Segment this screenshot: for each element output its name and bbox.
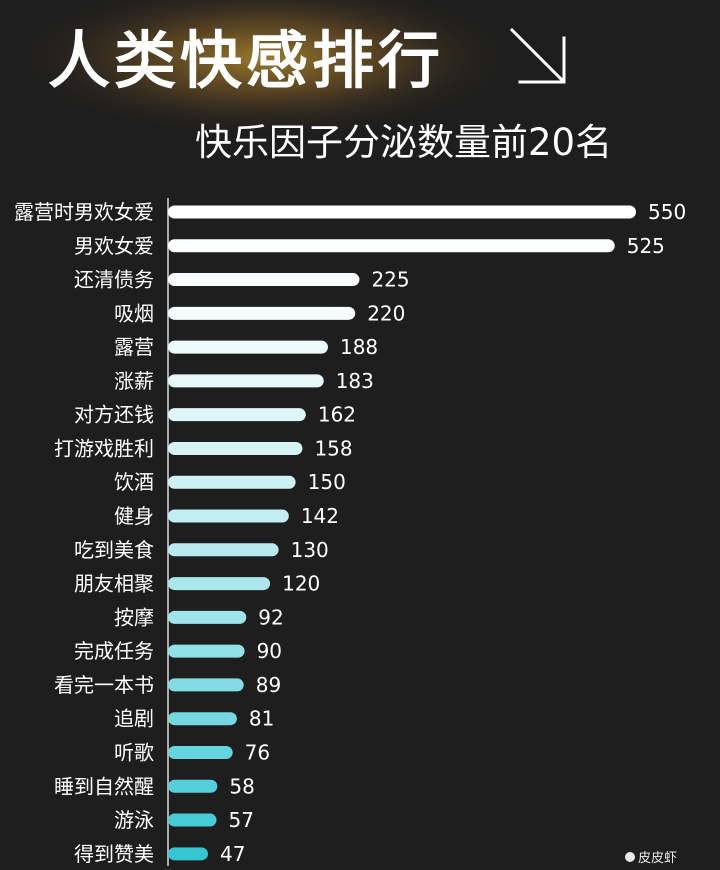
- bar: [168, 340, 328, 354]
- category-label: 涨薪: [114, 369, 154, 393]
- value-label: 81: [249, 707, 274, 731]
- category-label: 男欢女爱: [74, 234, 154, 258]
- bars-layer: 露营时男欢女爱 550 男欢女爱 525 还清债务 225 吸烟 220 露营 188 涨薪 183 对…: [14, 200, 686, 866]
- bar: [168, 273, 360, 287]
- category-label: 睡到自然醒: [54, 774, 154, 798]
- bar: [168, 847, 208, 861]
- value-label: 92: [258, 605, 283, 629]
- value-label: 158: [314, 436, 352, 460]
- category-label: 游泳: [114, 808, 154, 832]
- bar-row: 露营时男欢女爱 550: [14, 200, 686, 224]
- bar: [168, 239, 615, 253]
- value-label: 525: [627, 234, 665, 258]
- chart-title: 人类快感排行: [48, 24, 444, 97]
- title-glow: [5, 0, 525, 140]
- bar-row: 涨薪 183: [114, 369, 374, 393]
- category-label: 按摩: [114, 605, 154, 629]
- bar: [168, 610, 247, 624]
- bar: [168, 441, 303, 455]
- bar-row: 对方还钱 162: [74, 403, 356, 427]
- bar: [168, 577, 271, 591]
- bar: [168, 374, 324, 388]
- bar-row: 睡到自然醒 58: [54, 774, 255, 798]
- value-label: 120: [282, 572, 320, 596]
- bar-row: 健身 142: [114, 504, 339, 528]
- value-label: 162: [318, 403, 356, 427]
- bar-row: 还清债务 225: [74, 268, 410, 292]
- bar-row: 男欢女爱 525: [74, 234, 665, 258]
- bar: [168, 813, 217, 827]
- value-label: 58: [229, 774, 254, 798]
- bar: [168, 205, 636, 219]
- category-label: 吸烟: [114, 301, 154, 325]
- value-label: 89: [256, 673, 281, 697]
- bar: [168, 543, 279, 557]
- watermark-text: 皮皮虾: [638, 851, 677, 866]
- bar-row: 朋友相聚 120: [74, 572, 320, 596]
- value-label: 188: [340, 335, 378, 359]
- bar-row: 追剧 81: [114, 707, 274, 731]
- category-label: 还清债务: [74, 268, 154, 292]
- category-label: 露营: [114, 335, 154, 359]
- category-label: 打游戏胜利: [54, 436, 154, 460]
- category-label: 吃到美食: [74, 538, 154, 562]
- bar-row: 打游戏胜利 158: [54, 436, 353, 460]
- category-label: 饮酒: [114, 470, 154, 494]
- value-label: 47: [220, 842, 245, 866]
- bar: [168, 475, 296, 489]
- category-label: 露营时男欢女爱: [14, 200, 154, 224]
- value-label: 183: [336, 369, 374, 393]
- bar-row: 吃到美食 130: [74, 538, 329, 562]
- bar-row: 得到赞美 47: [74, 842, 245, 866]
- watermark: 皮皮虾: [625, 851, 677, 866]
- bar-row: 露营 188: [114, 335, 378, 359]
- watermark-logo-icon: [625, 852, 635, 862]
- category-label: 健身: [114, 504, 154, 528]
- value-label: 90: [257, 639, 282, 663]
- bar-row: 完成任务 90: [74, 639, 282, 663]
- bar-row: 看完一本书 89: [54, 673, 281, 697]
- bar: [168, 779, 218, 793]
- bar-row: 游泳 57: [114, 808, 254, 832]
- bar-row: 听歌 76: [114, 740, 270, 764]
- chart-subtitle: 快乐因子分泌数量前20名: [195, 121, 612, 164]
- bar: [168, 644, 245, 658]
- category-label: 朋友相聚: [74, 572, 154, 596]
- bar-row: 按摩 92: [114, 605, 284, 629]
- bar: [168, 306, 356, 320]
- value-label: 130: [291, 538, 329, 562]
- arrow-down-right-icon: [509, 27, 566, 84]
- bar: [168, 678, 244, 692]
- category-label: 听歌: [114, 740, 154, 764]
- bar: [168, 712, 237, 726]
- bar-row: 饮酒 150: [114, 470, 346, 494]
- bar-row: 吸烟 220: [114, 301, 405, 325]
- value-label: 142: [301, 504, 339, 528]
- value-label: 550: [648, 200, 686, 224]
- bar: [168, 745, 233, 759]
- category-label: 完成任务: [74, 639, 154, 663]
- bar: [168, 509, 289, 523]
- value-label: 76: [245, 740, 270, 764]
- value-label: 220: [367, 301, 405, 325]
- category-label: 追剧: [114, 707, 154, 731]
- value-label: 57: [229, 808, 254, 832]
- bar: [168, 408, 306, 422]
- category-label: 看完一本书: [54, 673, 154, 697]
- category-label: 得到赞美: [74, 842, 154, 866]
- category-label: 对方还钱: [74, 403, 154, 427]
- value-label: 150: [308, 470, 346, 494]
- value-label: 225: [371, 268, 409, 292]
